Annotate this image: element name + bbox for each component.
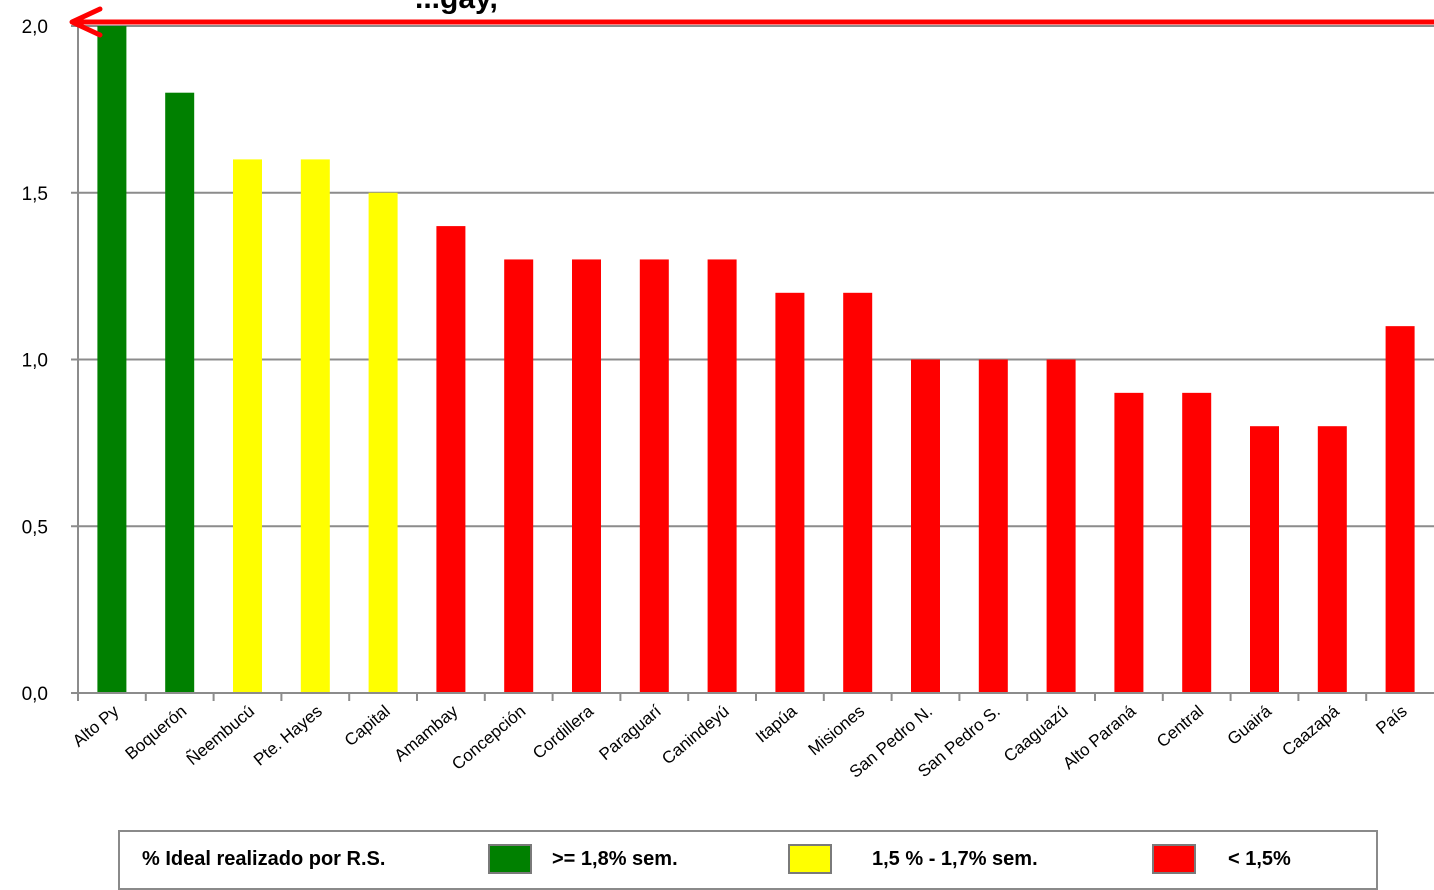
legend-title: % Ideal realizado por R.S. [142, 848, 386, 870]
legend-swatch-red [1152, 844, 1196, 874]
x-tick-label: Boquerón [122, 702, 191, 764]
x-tick-label: Paraguarí [595, 701, 665, 764]
legend-label-red: < 1,5% [1228, 848, 1291, 870]
bar [1182, 392, 1212, 693]
bar [775, 292, 805, 693]
bar [1250, 426, 1279, 693]
bar [1046, 359, 1076, 693]
legend-swatch-yellow [788, 844, 832, 874]
reference-arrow-head [69, 6, 103, 38]
chart-title: ...gay, [415, 0, 498, 15]
legend: % Ideal realizado por R.S. >= 1,8% sem. … [118, 830, 1378, 890]
bars [97, 26, 1415, 693]
x-tick-label: Guairá [1224, 701, 1276, 749]
x-tick-label: Ñeembucú [183, 702, 258, 769]
y-tick-label: 1,0 [22, 351, 48, 372]
x-tick-label: Itapúa [752, 701, 801, 746]
bar [1114, 392, 1144, 693]
legend-swatch-green [488, 844, 532, 874]
legend-label-yellow: 1,5 % - 1,7% sem. [872, 848, 1038, 870]
x-tick-label: Alto Py [69, 701, 123, 750]
grid-lines [78, 25, 1434, 528]
y-tick-label: 1,5 [22, 184, 48, 205]
legend-label-green: >= 1,8% sem. [552, 848, 678, 870]
bar [1317, 426, 1347, 693]
bar [300, 159, 330, 693]
bar [572, 259, 601, 693]
bar [233, 159, 262, 693]
bar [1385, 326, 1415, 693]
y-axis-ticks: 0,0 0,5 1,0 1,5 2,0 [22, 17, 48, 705]
x-tick-label: Misiones [805, 702, 869, 760]
x-tick-label: Canindeyú [658, 702, 732, 769]
x-tick-label: Capital [341, 702, 394, 751]
y-tick-label: 0,5 [22, 517, 48, 538]
bar [97, 26, 127, 693]
y-tick-label: 2,0 [22, 17, 48, 38]
bar [707, 259, 737, 693]
bar [639, 259, 669, 693]
x-tick-label: Central [1153, 702, 1207, 752]
x-tick-label: Alto Paraná [1059, 701, 1140, 773]
x-tick-label: Caazapá [1279, 701, 1344, 760]
x-tick-label: Cordillera [529, 701, 597, 763]
x-tick-label: Pte. Hayes [250, 702, 326, 770]
y-tick-label: 0,0 [22, 684, 48, 705]
bar [368, 192, 398, 693]
bar [165, 92, 195, 693]
bar [911, 359, 940, 693]
axes [71, 25, 1434, 701]
bar [843, 292, 873, 693]
bar [436, 226, 466, 693]
bar [978, 359, 1008, 693]
x-tick-label: País [1372, 702, 1410, 738]
x-tick-label: Concepción [448, 702, 529, 774]
reference-line [69, 6, 1434, 38]
bar [504, 259, 534, 693]
